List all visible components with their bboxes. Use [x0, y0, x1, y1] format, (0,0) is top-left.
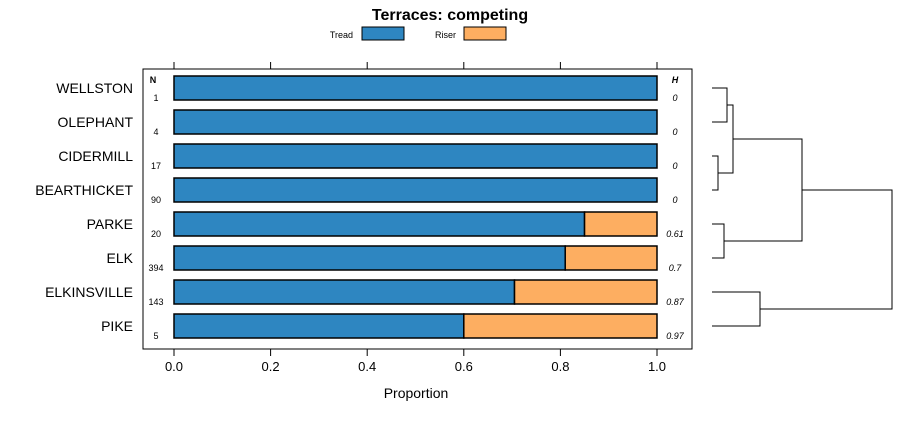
- bar-row: PIKE 5 0.97: [101, 313, 685, 341]
- x-tick-label: 0.2: [262, 359, 280, 374]
- n-value: 143: [148, 297, 163, 307]
- dendrogram-branch: [718, 104, 734, 174]
- n-value: 5: [153, 331, 158, 341]
- n-value: 1: [153, 93, 158, 103]
- bar-row: WELLSTON 1 0: [56, 75, 678, 103]
- x-tick-label: 0.6: [455, 359, 473, 374]
- bar-tread: [173, 143, 658, 169]
- h-value: 0.97: [666, 331, 685, 341]
- x-axis-label: Proportion: [384, 385, 449, 401]
- bar-row: ELKINSVILLE 143 0.87: [45, 279, 685, 307]
- bar-tread: [173, 313, 465, 339]
- h-value: 0: [672, 195, 677, 205]
- dendrogram-branch: [724, 138, 803, 242]
- bar-row: BEARTHICKET 90 0: [35, 177, 678, 205]
- bar-row: CIDERMILL 17 0: [58, 143, 678, 171]
- bar-riser: [564, 245, 658, 271]
- legend-label-tread: Tread: [330, 30, 353, 40]
- category-label: CIDERMILL: [58, 148, 133, 164]
- bar-tread: [173, 279, 516, 305]
- dendrogram-branch: [712, 87, 728, 123]
- category-label: PARKE: [87, 216, 133, 232]
- dendrogram-branch: [712, 155, 719, 191]
- bar-riser: [583, 211, 658, 237]
- legend-swatch-tread: [361, 26, 405, 41]
- legend-label-riser: Riser: [435, 30, 456, 40]
- chart-title: Terraces: competing: [372, 7, 528, 24]
- x-tick-label: 0.4: [358, 359, 376, 374]
- h-value: 0: [672, 127, 677, 137]
- legend-swatch-riser: [463, 26, 507, 41]
- n-value: 20: [151, 229, 161, 239]
- dendrogram-branch: [712, 291, 761, 327]
- dendrogram-branch: [760, 189, 893, 310]
- category-label: ELKINSVILLE: [45, 284, 133, 300]
- n-value: 394: [148, 263, 163, 273]
- x-tick-label: 0.0: [165, 359, 183, 374]
- category-label: ELK: [107, 250, 134, 266]
- category-label: PIKE: [101, 318, 133, 334]
- dendrogram: [712, 87, 893, 327]
- x-tick-label: 0.8: [551, 359, 569, 374]
- category-label: WELLSTON: [56, 80, 133, 96]
- x-tick-label: 1.0: [648, 359, 666, 374]
- bar-tread: [173, 211, 586, 237]
- bar-tread: [173, 245, 566, 271]
- n-column-header: N: [150, 75, 157, 85]
- bar-row: ELK 394 0.7: [107, 245, 683, 273]
- h-value: 0.7: [669, 263, 683, 273]
- h-value: 0: [672, 93, 677, 103]
- n-value: 4: [153, 127, 158, 137]
- bar-tread: [173, 75, 658, 101]
- n-value: 90: [151, 195, 161, 205]
- h-value: 0.61: [666, 229, 684, 239]
- bar-row: PARKE 20 0.61: [87, 211, 684, 239]
- category-label: OLEPHANT: [58, 114, 134, 130]
- bar-row: OLEPHANT 4 0: [58, 109, 678, 137]
- category-label: BEARTHICKET: [35, 182, 133, 198]
- bar-tread: [173, 109, 658, 135]
- plot-panel: [142, 68, 693, 350]
- legend: Tread Riser: [330, 26, 507, 41]
- bar-riser: [463, 313, 658, 339]
- h-value: 0.87: [666, 297, 685, 307]
- x-axis: 0.0 0.2 0.4 0.6 0.8 1.0: [165, 62, 666, 374]
- h-value: 0: [672, 161, 677, 171]
- bar-riser: [513, 279, 658, 305]
- bar-tread: [173, 177, 658, 203]
- h-column-header: H: [672, 75, 679, 85]
- n-value: 17: [151, 161, 161, 171]
- dendrogram-branch: [712, 223, 725, 259]
